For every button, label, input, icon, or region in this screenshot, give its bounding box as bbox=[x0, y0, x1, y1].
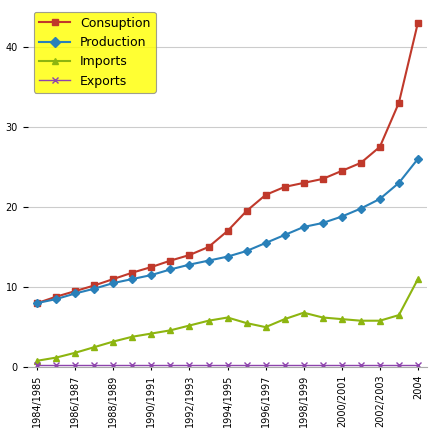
Imports bbox=[320, 315, 325, 320]
Production bbox=[35, 301, 40, 306]
Consuption bbox=[92, 283, 97, 288]
Consuption bbox=[130, 270, 135, 275]
Exports bbox=[415, 362, 420, 367]
Imports bbox=[206, 318, 211, 323]
Imports bbox=[244, 320, 249, 326]
Consuption bbox=[35, 301, 40, 306]
Consuption bbox=[168, 258, 173, 263]
Consuption bbox=[339, 168, 344, 174]
Exports bbox=[168, 362, 173, 367]
Consuption bbox=[149, 265, 154, 270]
Production bbox=[187, 262, 192, 267]
Line: Production: Production bbox=[34, 156, 421, 306]
Production bbox=[149, 272, 154, 278]
Exports bbox=[320, 362, 325, 367]
Consuption bbox=[111, 276, 116, 281]
Production bbox=[301, 224, 306, 229]
Imports bbox=[54, 355, 59, 360]
Exports bbox=[263, 362, 268, 367]
Production bbox=[73, 291, 78, 296]
Imports bbox=[263, 324, 268, 330]
Production bbox=[358, 206, 363, 211]
Production bbox=[282, 233, 287, 238]
Exports bbox=[35, 362, 40, 367]
Imports bbox=[111, 339, 116, 344]
Line: Exports: Exports bbox=[34, 362, 421, 368]
Exports bbox=[339, 362, 344, 367]
Exports bbox=[225, 362, 230, 367]
Exports bbox=[377, 362, 382, 367]
Imports bbox=[377, 318, 382, 323]
Exports bbox=[396, 362, 401, 367]
Consuption bbox=[206, 244, 211, 249]
Exports bbox=[187, 362, 192, 367]
Imports bbox=[282, 317, 287, 322]
Exports bbox=[111, 362, 116, 367]
Consuption bbox=[244, 208, 249, 213]
Consuption bbox=[358, 160, 363, 165]
Production bbox=[225, 254, 230, 259]
Production bbox=[377, 196, 382, 201]
Production bbox=[111, 281, 116, 286]
Consuption bbox=[320, 176, 325, 181]
Production bbox=[130, 276, 135, 281]
Consuption bbox=[263, 192, 268, 197]
Imports bbox=[415, 276, 420, 281]
Imports bbox=[301, 310, 306, 315]
Imports bbox=[187, 323, 192, 328]
Consuption bbox=[54, 294, 59, 299]
Imports bbox=[168, 328, 173, 333]
Line: Imports: Imports bbox=[34, 276, 421, 364]
Production bbox=[263, 240, 268, 246]
Exports bbox=[149, 362, 154, 367]
Exports bbox=[301, 362, 306, 367]
Exports bbox=[244, 362, 249, 367]
Production bbox=[339, 214, 344, 219]
Exports bbox=[54, 362, 59, 367]
Consuption bbox=[377, 144, 382, 149]
Production bbox=[396, 180, 401, 185]
Exports bbox=[73, 362, 78, 367]
Production bbox=[92, 286, 97, 291]
Consuption bbox=[225, 228, 230, 233]
Consuption bbox=[301, 180, 306, 185]
Exports bbox=[206, 362, 211, 367]
Production bbox=[320, 220, 325, 226]
Legend: Consuption, Production, Imports, Exports: Consuption, Production, Imports, Exports bbox=[34, 12, 155, 93]
Production bbox=[244, 249, 249, 254]
Consuption bbox=[282, 184, 287, 190]
Imports bbox=[73, 350, 78, 355]
Exports bbox=[92, 362, 97, 367]
Production bbox=[206, 258, 211, 263]
Consuption bbox=[187, 252, 192, 258]
Consuption bbox=[415, 20, 420, 25]
Production bbox=[415, 156, 420, 162]
Imports bbox=[396, 313, 401, 318]
Imports bbox=[149, 331, 154, 336]
Exports bbox=[130, 362, 135, 367]
Imports bbox=[339, 317, 344, 322]
Exports bbox=[282, 362, 287, 367]
Imports bbox=[92, 345, 97, 350]
Imports bbox=[35, 358, 40, 363]
Production bbox=[168, 267, 173, 272]
Line: Consuption: Consuption bbox=[34, 20, 421, 306]
Consuption bbox=[73, 288, 78, 294]
Imports bbox=[225, 315, 230, 320]
Imports bbox=[130, 334, 135, 339]
Consuption bbox=[396, 100, 401, 105]
Imports bbox=[358, 318, 363, 323]
Production bbox=[54, 297, 59, 302]
Exports bbox=[358, 362, 363, 367]
